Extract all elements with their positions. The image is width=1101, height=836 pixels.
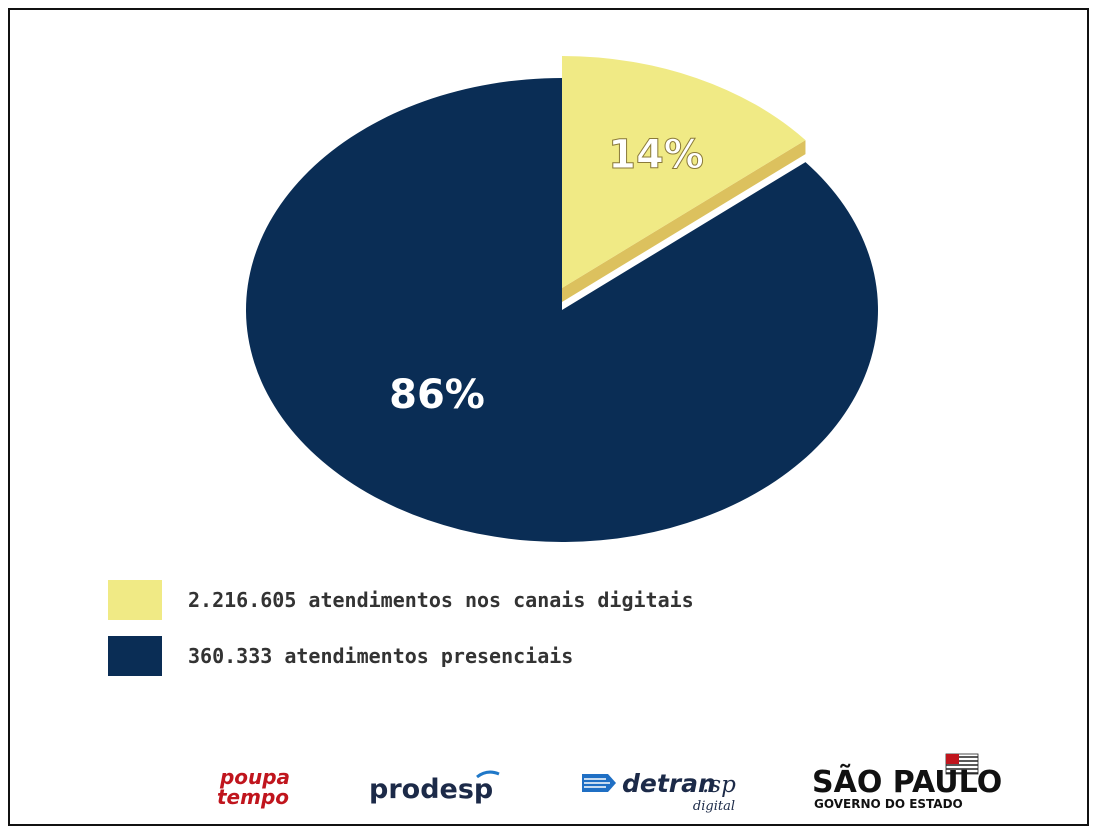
prodesp-logo: prodesp <box>369 770 500 805</box>
pie-chart: 14% 86% <box>246 56 879 542</box>
legend-swatch-presencial <box>108 636 162 676</box>
saopaulo-logo-sub: GOVERNO DO ESTADO <box>814 797 963 811</box>
pie-slice-digital-edge <box>562 140 806 302</box>
detran-logo-text: detran <box>622 769 716 798</box>
legend-item-presencial: 360.333 atendimentos presenciais <box>108 636 573 676</box>
legend-label-digital: 2.216.605 atendimentos nos canais digita… <box>188 588 694 612</box>
sp-flag-icon <box>945 753 979 775</box>
legend-label-presencial: 360.333 atendimentos presenciais <box>188 644 574 668</box>
chart-frame <box>8 8 1089 826</box>
detran-logo-sub: digital <box>693 799 735 814</box>
prodesp-logo-text: prodesp <box>369 774 493 805</box>
poupatempo-logo: poupa tempo <box>217 765 290 809</box>
data-label-digital: 14% <box>608 132 704 178</box>
saopaulo-logo-text: SÃO PAULO <box>812 763 1002 800</box>
poupatempo-logo-line2: tempo <box>217 785 289 809</box>
legend-swatch-digital <box>108 580 162 620</box>
detran-logo: detran .sp digital <box>582 769 736 814</box>
pie-slice-presencial <box>246 78 879 542</box>
data-label-presencial: 86% <box>389 372 485 418</box>
prodesp-arc-icon <box>476 770 500 779</box>
saopaulo-logo: SÃO PAULO GOVERNO DO ESTADO <box>812 753 1002 811</box>
pie-slice-digital <box>562 56 806 288</box>
poupatempo-logo-line1: poupa <box>219 765 290 789</box>
detran-arrow-icon <box>582 774 616 792</box>
detran-logo-suffix: .sp <box>702 772 736 798</box>
legend-item-digital: 2.216.605 atendimentos nos canais digita… <box>108 580 694 620</box>
